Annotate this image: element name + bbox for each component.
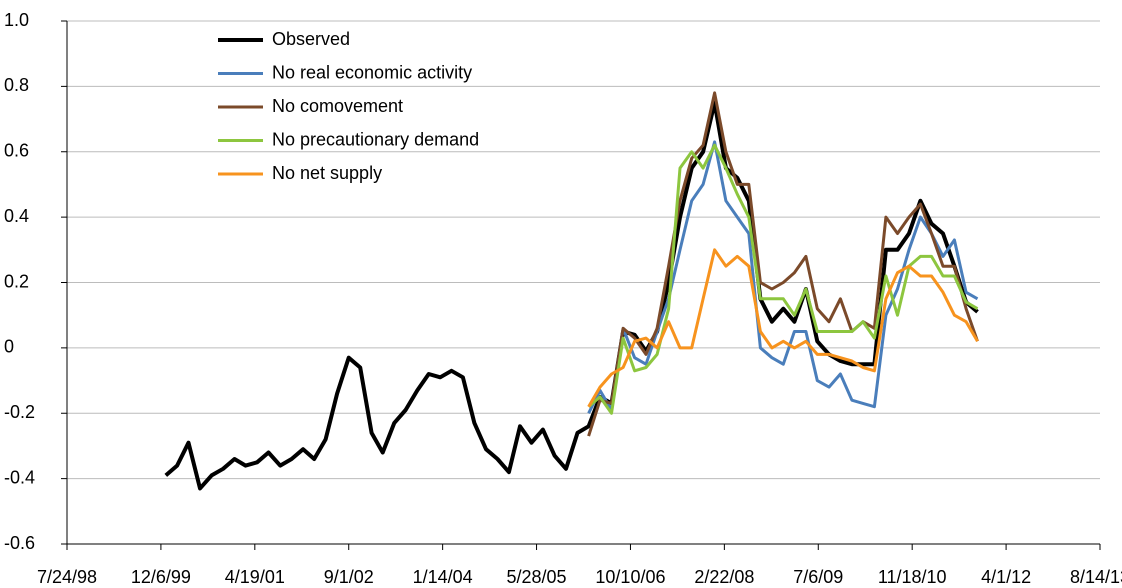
series-line bbox=[587, 91, 979, 437]
x-tick-label: 11/18/10 bbox=[878, 567, 947, 587]
x-tick-label: 2/22/08 bbox=[694, 567, 754, 587]
y-tick-label: -0.2 bbox=[4, 402, 35, 422]
x-tick-label: 9/1/02 bbox=[324, 567, 374, 587]
x-tick-label: 5/28/05 bbox=[507, 567, 567, 587]
series-line bbox=[587, 248, 979, 408]
y-tick-label: -0.6 bbox=[4, 533, 35, 553]
x-tick-label: 10/10/06 bbox=[595, 567, 665, 587]
series-line bbox=[587, 140, 979, 414]
x-tick-label: 7/6/09 bbox=[793, 567, 843, 587]
series-line bbox=[587, 143, 979, 415]
x-tick-label: 7/24/98 bbox=[37, 567, 97, 587]
y-tick-label: 0.2 bbox=[4, 271, 29, 291]
legend-label: No comovement bbox=[272, 96, 403, 116]
legend-label: No precautionary demand bbox=[272, 129, 479, 149]
y-tick-label: 0.8 bbox=[4, 75, 29, 95]
series-line bbox=[164, 100, 979, 491]
x-tick-label: 4/19/01 bbox=[225, 567, 285, 587]
legend-label: No real economic activity bbox=[272, 62, 472, 82]
legend-label: Observed bbox=[272, 29, 350, 49]
y-tick-label: 1.0 bbox=[4, 10, 29, 30]
x-tick-label: 1/14/04 bbox=[413, 567, 473, 587]
y-tick-label: 0 bbox=[4, 337, 14, 357]
x-tick-label: 12/6/99 bbox=[131, 567, 191, 587]
x-tick-label: 4/1/12 bbox=[981, 567, 1031, 587]
y-tick-label: 0.4 bbox=[4, 206, 29, 226]
y-tick-label: 0.6 bbox=[4, 141, 29, 161]
y-tick-label: -0.4 bbox=[4, 467, 35, 487]
legend-label: No net supply bbox=[272, 163, 382, 183]
x-tick-label: 8/14/13 bbox=[1070, 567, 1122, 587]
